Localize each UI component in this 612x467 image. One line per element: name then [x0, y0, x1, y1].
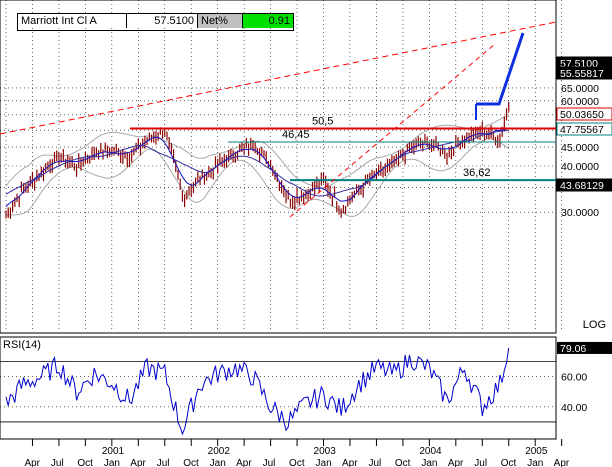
price-tag-box — [556, 122, 612, 136]
net-value: 0.91 — [243, 14, 293, 28]
price-tick-label: 60.0000 — [561, 96, 599, 108]
year-label: 2005 — [525, 446, 548, 457]
symbol-legend: Marriott Int Cl A 57.5100 Net% 0.91 — [17, 13, 294, 31]
price-tag-label: 43.68129 — [560, 180, 604, 192]
month-label: Jan — [210, 458, 226, 467]
symbol-name: Marriott Int Cl A — [18, 14, 127, 28]
month-label: Apr — [448, 458, 464, 467]
overlays: 50,546,45 36,62 — [0, 21, 557, 218]
long-trendline — [0, 21, 557, 135]
month-label: Oct — [183, 458, 199, 467]
price-axis: 65.000060.000055.000050.000045.000040.00… — [556, 56, 612, 219]
rsi-latest-box — [557, 341, 612, 354]
month-label: Jan — [527, 458, 543, 467]
level-annotation: 50,5 — [312, 116, 333, 128]
price-tag-label: 47.75567 — [560, 124, 604, 136]
log-scale-label[interactable]: LOG — [582, 319, 606, 331]
year-label: 2001 — [102, 446, 125, 457]
price-tag-label: 55.55817 — [560, 68, 604, 80]
symbol-price: 57.5100 — [127, 14, 198, 28]
month-label: Jul — [368, 458, 381, 467]
bollinger-bands — [5, 113, 509, 217]
month-label: Apr — [24, 458, 40, 467]
rsi-latest-tag: 79.06 — [557, 341, 612, 355]
month-label: Oct — [289, 458, 305, 467]
time-axis: Apr Jul Oct Jan Apr Jul Oct Jan Apr Jul Oct Jan Apr J… — [24, 439, 570, 467]
month-label: Jul — [51, 458, 64, 467]
month-label: Jul — [157, 458, 170, 467]
month-label: Jan — [316, 458, 332, 467]
price-tick-label: 65.0000 — [561, 83, 599, 95]
price-tag-box — [556, 66, 612, 80]
price-tag-box — [556, 107, 612, 121]
year-label: 2002 — [208, 446, 231, 457]
month-label: Jul — [474, 458, 487, 467]
month-label: Oct — [501, 458, 517, 467]
price-tick-label: 30.0000 — [561, 207, 599, 219]
level-annotation: 46,45 — [282, 129, 310, 141]
rsi-series — [5, 347, 510, 436]
price-panel — [0, 0, 557, 334]
rsi-axis: 60.00 40.00 79.06 — [557, 341, 612, 414]
month-label: Oct — [77, 458, 93, 467]
moving-average-slow — [5, 130, 509, 197]
price-tag-box — [556, 178, 612, 192]
month-label: Jan — [104, 458, 120, 467]
month-label: Apr — [554, 458, 570, 467]
moving-average-fast — [5, 127, 509, 208]
level-annotation: 36,62 — [463, 167, 491, 179]
price-tick-label: 45.0000 — [561, 142, 599, 154]
rsi-line — [5, 347, 510, 436]
year-label: 2003 — [314, 446, 337, 457]
price-tag: 47.75567 — [556, 122, 612, 136]
price-tag: 50.03650 — [556, 107, 612, 121]
month-label: Apr — [342, 458, 358, 467]
month-label: Jan — [421, 458, 437, 467]
month-label: Apr — [236, 458, 252, 467]
price-tag: 55.55817 — [556, 66, 612, 80]
price-tag-label: 50.03650 — [560, 109, 604, 121]
net-label: Net% — [198, 14, 243, 28]
rsi-tick-label: 60.00 — [561, 372, 587, 384]
month-label: Apr — [130, 458, 146, 467]
bollinger-lower — [5, 138, 509, 217]
rsi-title: RSI(14) — [3, 339, 41, 351]
rsi-tick-label: 40.00 — [561, 402, 587, 414]
projection-line — [476, 32, 525, 106]
bollinger-upper — [5, 113, 509, 188]
price-tick-label: 40.0000 — [561, 161, 599, 173]
month-label: Jul — [263, 458, 276, 467]
month-label: Oct — [395, 458, 411, 467]
rsi-latest-label: 79.06 — [560, 343, 586, 355]
price-tag: 43.68129 — [556, 178, 612, 192]
year-label: 2004 — [419, 446, 442, 457]
